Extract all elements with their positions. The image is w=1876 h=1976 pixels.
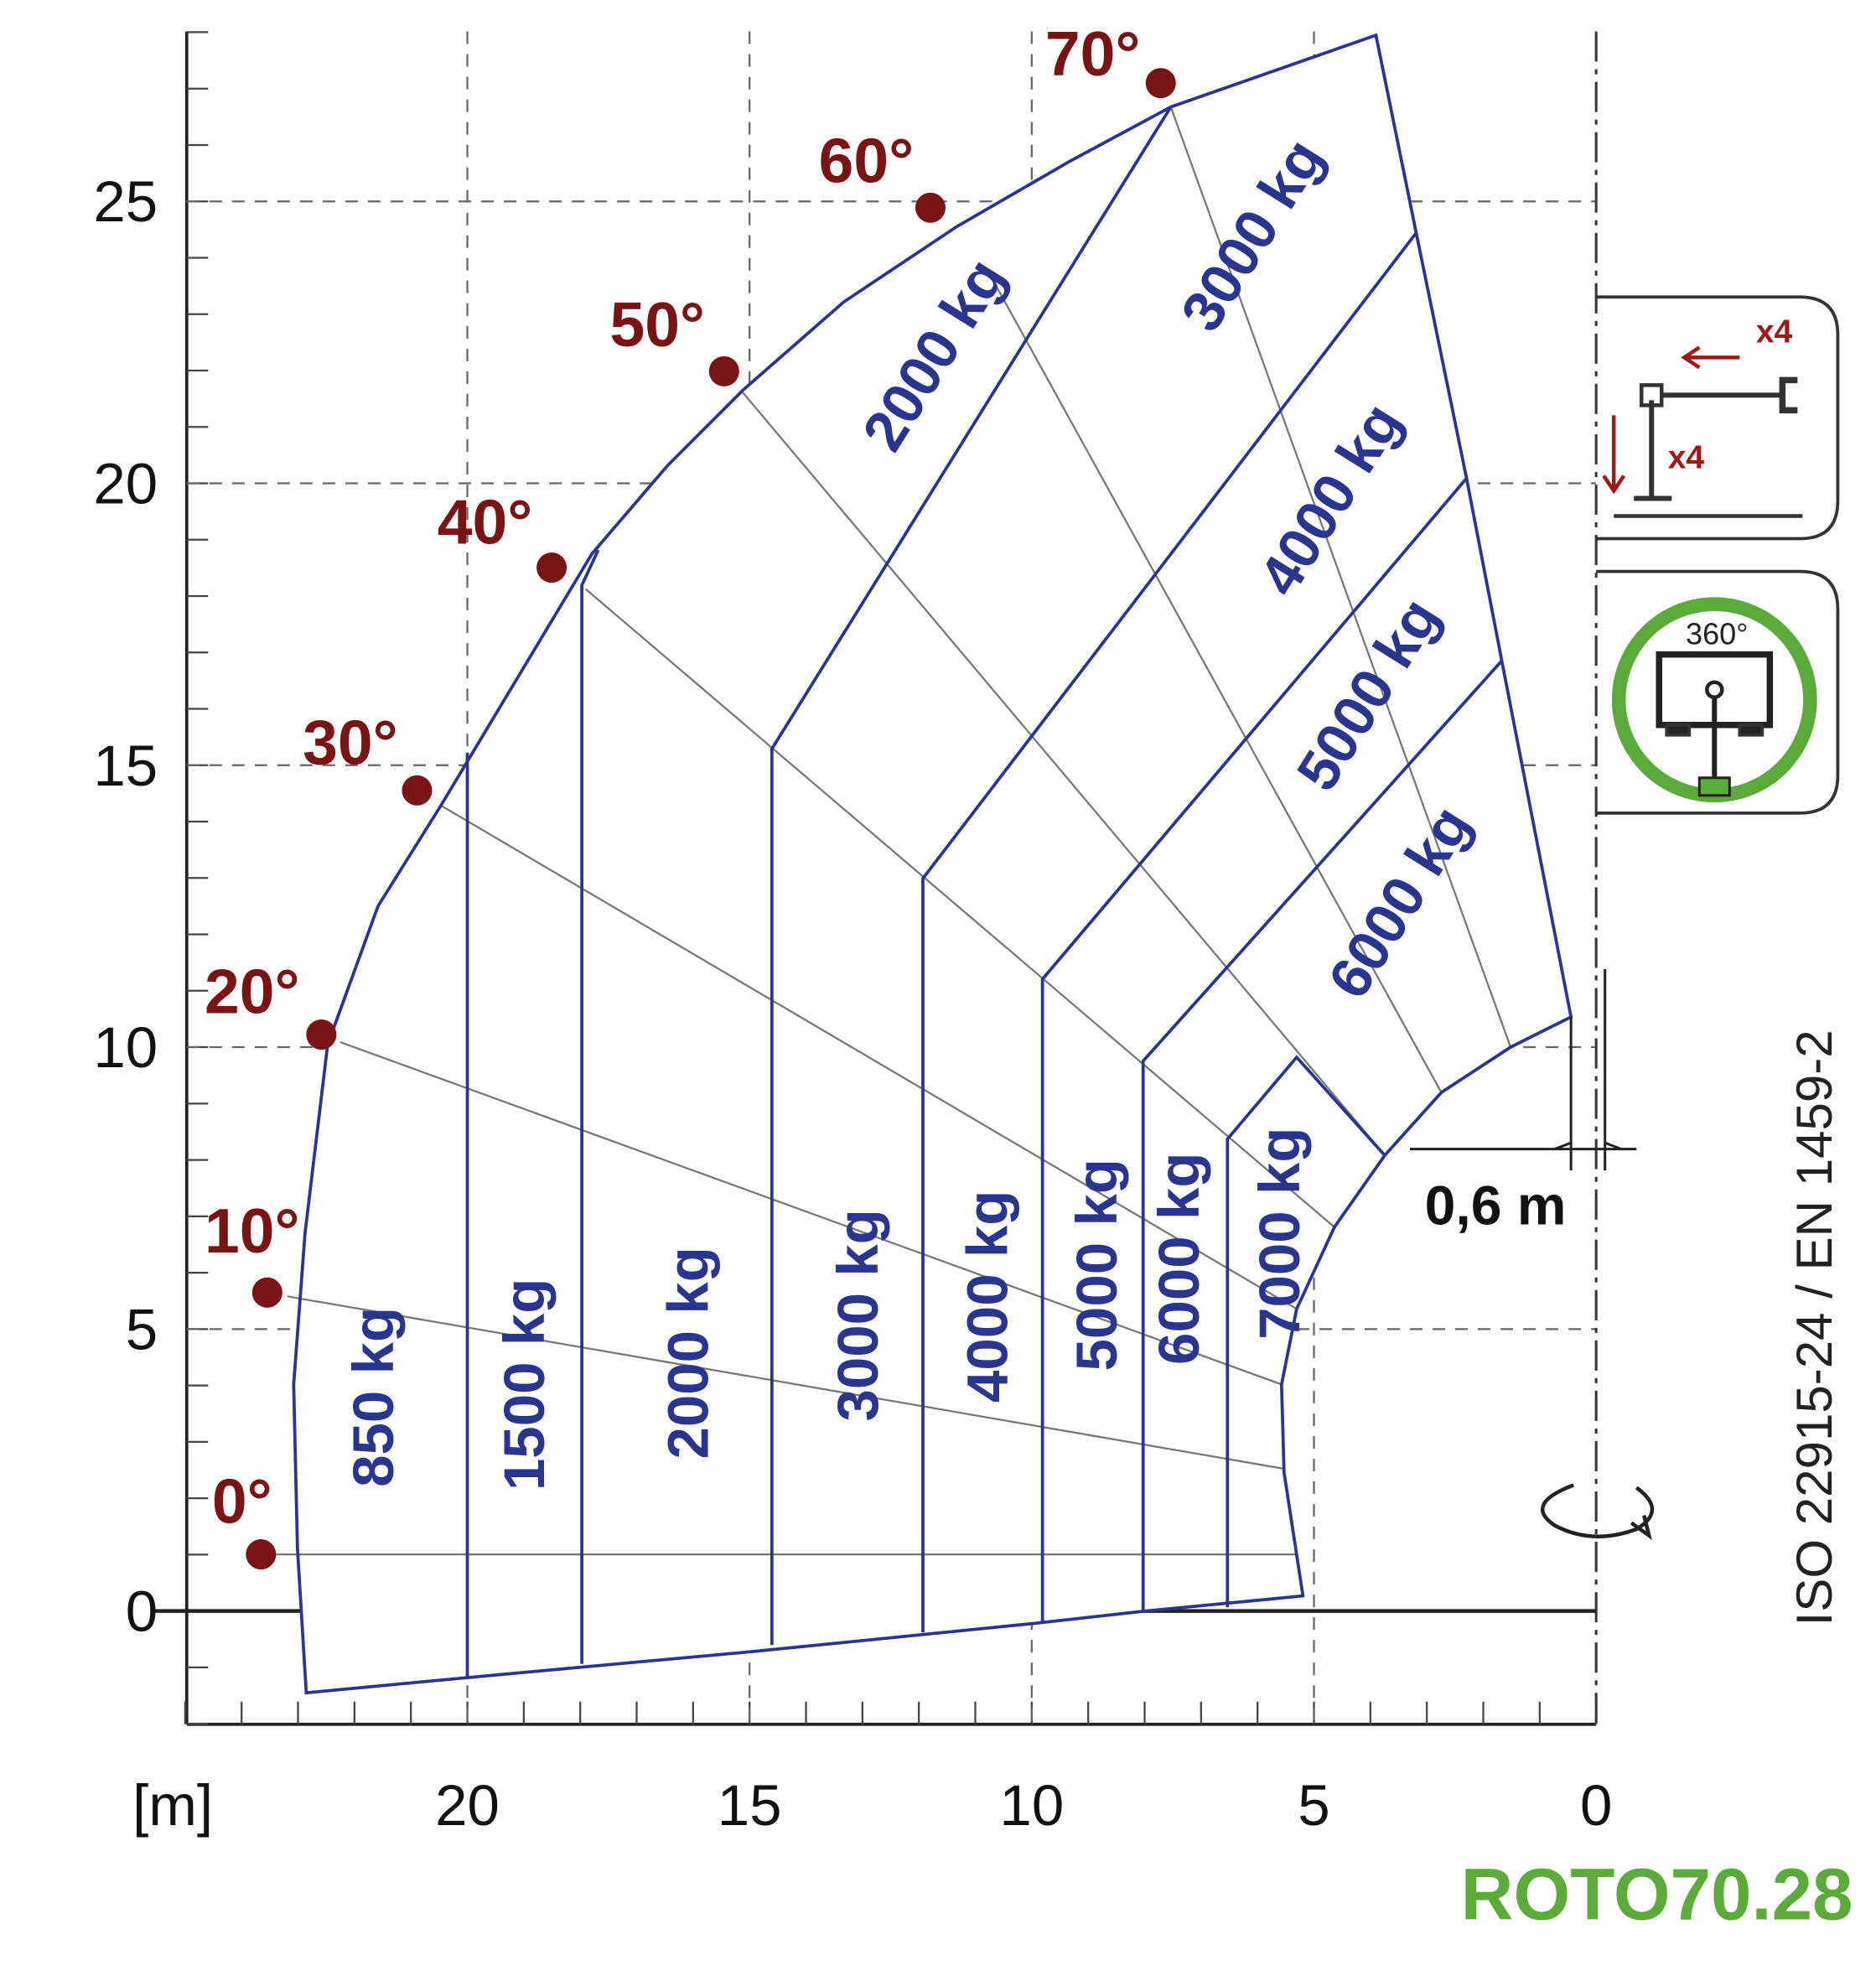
load-boundary — [921, 231, 1417, 1633]
angle-label: 30° — [303, 707, 397, 777]
arrow-head — [1630, 1514, 1652, 1540]
angle-ray — [1169, 106, 1512, 1048]
angle-marker — [402, 775, 433, 806]
load-label: 6000 kg — [1146, 1153, 1211, 1365]
outrigger-count: x4 — [1756, 314, 1793, 350]
offset-dimension — [1409, 968, 1637, 1171]
model-name: ROTO70.28 — [1461, 1854, 1853, 1935]
hook — [1779, 376, 1798, 414]
y-tick-label: 15 — [93, 733, 158, 798]
pivot — [1705, 680, 1724, 699]
load-boundary — [1040, 477, 1468, 1621]
panel-frame — [1596, 295, 1840, 541]
x-tick-label: 10 — [999, 1772, 1064, 1838]
angle-label: 50° — [609, 289, 705, 360]
rotation-label: 360° — [1686, 617, 1749, 651]
load-label: 2000 kg — [655, 1247, 720, 1459]
angle-ray — [440, 804, 1298, 1310]
load-label: 4000 kg — [955, 1190, 1020, 1403]
wheel — [1738, 723, 1765, 737]
angle-ray — [287, 1295, 1285, 1470]
envelope-outline — [292, 33, 1573, 1695]
angle-marker — [306, 1019, 337, 1050]
angle-marker — [915, 192, 946, 223]
x-unit: [m] — [132, 1772, 213, 1838]
y-tick-label: 10 — [93, 1014, 158, 1080]
load-boundary — [580, 549, 600, 1664]
angle-ray — [742, 392, 1386, 1156]
x-tick-label: 5 — [1298, 1772, 1329, 1838]
angle-marker — [251, 1277, 282, 1308]
angle-marker — [708, 355, 739, 386]
angle-label: 10° — [205, 1195, 300, 1266]
offset-label: 0,6 m — [1425, 1175, 1567, 1237]
fork — [1697, 776, 1731, 797]
outrigger-panel — [1540, 295, 1840, 1540]
panel-frame — [1596, 569, 1840, 815]
y-tick-label: 20 — [93, 451, 158, 516]
load-label: 5000 kg — [1064, 1159, 1129, 1371]
angle-label: 70° — [1045, 18, 1141, 89]
load-label: 1500 kg — [491, 1278, 557, 1491]
angle-label: 20° — [205, 957, 300, 1027]
angle-label: 40° — [438, 487, 533, 558]
x-tick-label: 15 — [718, 1772, 782, 1838]
rotation-arrow — [1540, 1483, 1654, 1539]
y-tick-label: 0 — [126, 1579, 158, 1644]
load-boundary — [1141, 659, 1503, 1611]
angle-label: 0° — [212, 1466, 272, 1537]
y-tick-label: 25 — [93, 169, 158, 234]
angle-marker — [246, 1539, 277, 1570]
load-boundary — [770, 106, 1173, 1646]
outrigger-count: x4 — [1668, 439, 1705, 475]
angle-marker — [1145, 68, 1176, 99]
x-tick-label: 0 — [1580, 1772, 1612, 1838]
standard: ISO 22915-24 / EN 1459-2 — [1786, 1029, 1842, 1626]
load-label: 850 kg — [340, 1307, 406, 1487]
envelope — [261, 33, 1637, 1695]
arrow-h — [1681, 345, 1740, 370]
wheel — [1665, 723, 1692, 737]
angle-label: 60° — [819, 126, 915, 196]
load-boundary — [1226, 1055, 1386, 1608]
angle-ray — [584, 588, 1335, 1228]
angle-marker — [536, 552, 567, 583]
load-label: 3000 kg — [825, 1209, 890, 1421]
x-tick-label: 20 — [435, 1772, 500, 1838]
angle-ray — [993, 283, 1443, 1093]
load-label: 7000 kg — [1246, 1128, 1312, 1340]
angle-ray — [339, 1040, 1283, 1386]
arrow-v — [1602, 415, 1626, 495]
y-tick-label: 5 — [126, 1296, 158, 1361]
